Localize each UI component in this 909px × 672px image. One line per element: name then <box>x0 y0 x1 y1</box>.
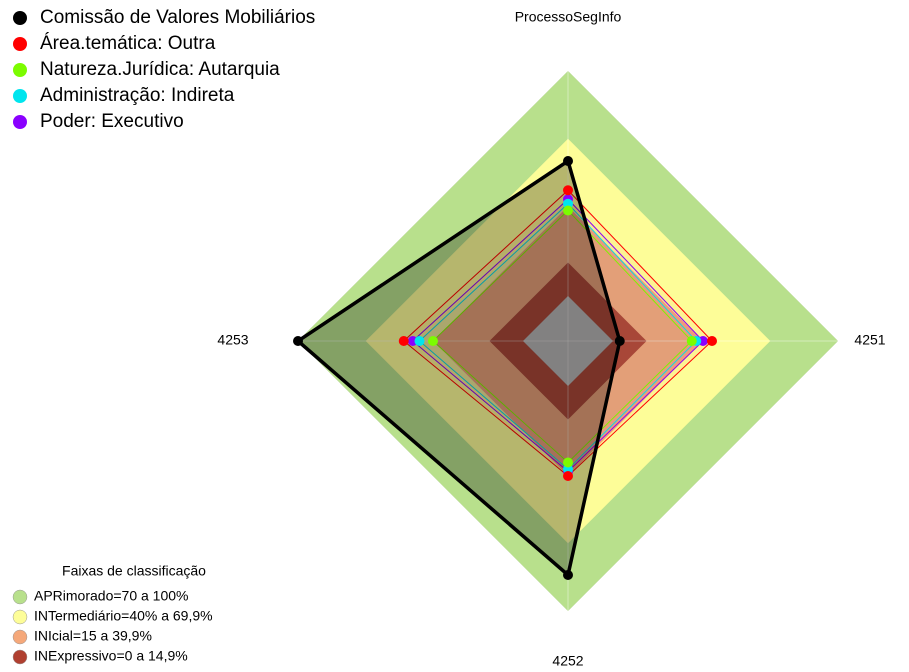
data-point <box>614 336 625 346</box>
band-legend-marker <box>12 609 28 625</box>
data-point <box>563 205 573 216</box>
radar-center <box>523 296 613 386</box>
legend-marker <box>13 63 27 77</box>
band-legend-label: INTermediário=40% a 69,9% <box>34 608 213 624</box>
legend-label: Administração: Indireta <box>40 85 235 106</box>
data-point <box>398 336 409 346</box>
axis-label: 4253 <box>217 332 248 348</box>
data-point <box>563 457 573 468</box>
legend-marker <box>13 115 27 129</box>
legend-label: Natureza.Jurídica: Autarquia <box>40 59 280 80</box>
axis-label: 4251 <box>854 332 885 348</box>
legend-marker <box>13 11 27 25</box>
band-legend-label: INIcial=15 a 39,9% <box>34 628 152 644</box>
band-legend-label: INExpressivo=0 a 14,9% <box>34 648 188 664</box>
data-point <box>563 185 573 196</box>
legend-label: Comissão de Valores Mobiliários <box>40 7 315 28</box>
axis-label: ProcessoSegInfo <box>515 9 622 25</box>
data-point <box>707 336 717 346</box>
legend-marker <box>13 89 27 103</box>
data-point <box>563 156 573 166</box>
band-legend-marker <box>12 589 28 605</box>
data-point <box>414 336 425 346</box>
data-point <box>428 336 438 346</box>
band-legend-marker <box>12 649 28 665</box>
band-legend-label: APRimorado=70 a 100% <box>34 588 189 604</box>
data-point <box>686 336 697 346</box>
legend-marker <box>13 37 27 51</box>
legend-label: Área.temática: Outra <box>40 33 216 54</box>
band-legend-marker <box>12 629 28 645</box>
legend-label: Poder: Executivo <box>40 111 184 132</box>
bands-legend-title: Faixas de classificação <box>62 563 206 579</box>
data-point <box>563 570 573 580</box>
data-point <box>293 336 303 346</box>
data-point <box>563 471 573 481</box>
axis-label: 4252 <box>552 653 583 669</box>
